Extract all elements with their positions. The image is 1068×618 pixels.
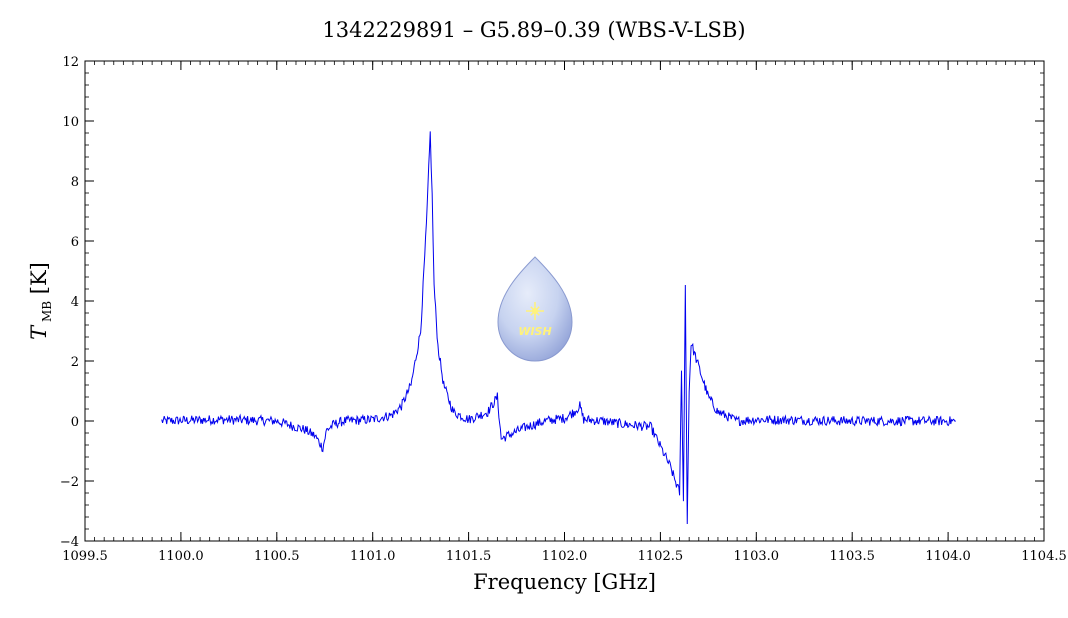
y-tick-label: 0 xyxy=(71,415,79,430)
x-tick-label: 1104.5 xyxy=(1021,549,1067,564)
y-tick-label: −4 xyxy=(60,535,79,550)
y-tick-label: 6 xyxy=(71,235,79,250)
x-tick-label: 1102.5 xyxy=(638,549,684,564)
y-axis-subscript: MB xyxy=(40,301,54,326)
y-tick-label: 12 xyxy=(62,55,79,70)
y-tick-label: 2 xyxy=(71,355,79,370)
x-tick-label: 1102.0 xyxy=(542,549,588,564)
x-tick-label: 1100.5 xyxy=(254,549,300,564)
y-axis-symbol: T xyxy=(27,324,51,340)
x-tick-label: 1104.0 xyxy=(925,549,971,564)
x-axis-label: Frequency [GHz] xyxy=(473,570,656,594)
x-tick-label: 1100.0 xyxy=(158,549,204,564)
y-axis-unit: [K] xyxy=(27,262,51,301)
x-tick-label: 1103.5 xyxy=(829,549,875,564)
y-tick-label: 4 xyxy=(71,295,79,310)
x-tick-label: 1101.5 xyxy=(446,549,492,564)
x-tick-label: 1099.5 xyxy=(62,549,108,564)
series-line xyxy=(161,131,956,524)
y-axis-label: T MB [K] xyxy=(27,262,54,340)
y-tick-label: −2 xyxy=(60,475,79,490)
plot-frame xyxy=(84,60,1045,542)
logo-text: WISH xyxy=(518,325,551,338)
star-icon xyxy=(526,302,544,320)
y-tick-label: 8 xyxy=(71,175,79,190)
x-tick-label: 1101.0 xyxy=(350,549,396,564)
chart-title: 1342229891 – G5.89–0.39 (WBS-V-LSB) xyxy=(322,18,746,42)
wish-logo: WISH xyxy=(497,256,573,362)
y-tick-label: 10 xyxy=(62,115,79,130)
x-tick-label: 1103.0 xyxy=(734,549,780,564)
